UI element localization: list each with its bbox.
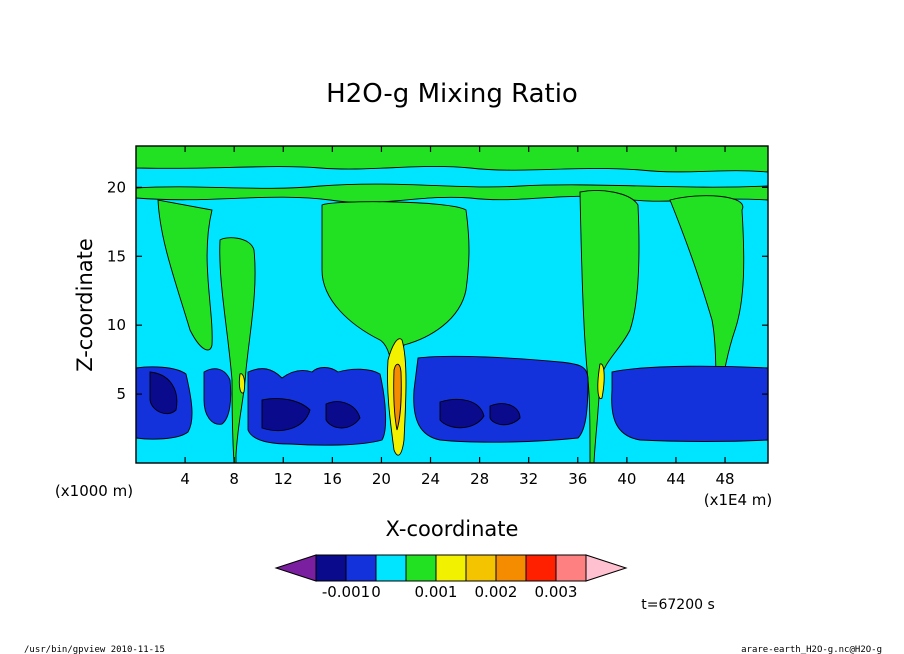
footer-left: /usr/bin/gpview 2010-11-15 [24,645,165,654]
y-axis-ticks: 5 10 15 20 [107,178,768,403]
x-axis-label: X-coordinate [386,517,519,541]
colorbar: -0.001 0 0.001 0.002 0.003 [274,554,628,601]
x-tick-label: 40 [617,470,636,488]
field-dry-core-5 [489,403,521,426]
colorbar-swatch [405,554,437,582]
field-plume-3 [321,201,470,381]
field-plume-1 [157,199,213,351]
x-unit-right: (x1E4 m) [704,491,773,509]
x-tick-label: 12 [274,470,293,488]
field-moist-spot-2 [597,363,605,400]
field-convection-core [393,363,402,431]
x-tick-label: 20 [372,470,391,488]
x-tick-label: 28 [470,470,489,488]
field-dry-core-3 [325,401,361,429]
field-dry-region-2 [203,368,232,425]
x-tick-label: 24 [421,470,440,488]
field-dry-region-4 [413,355,589,443]
y-axis-label: Z-coordinate [73,238,97,372]
y-tick-label: 10 [107,316,126,334]
colorbar-under-arrow [274,554,317,582]
x-unit-left: (x1000 m) [55,482,133,500]
plot-area [136,146,768,463]
plot-frame [135,145,769,464]
field-dry-core-4 [439,398,485,429]
colorbar-label: -0.001 [322,583,370,601]
colorbar-swatch [315,554,347,582]
field-plume-2 [219,237,256,463]
time-label: t=67200 s [641,597,715,613]
chart-title: H2O-g Mixing Ratio [326,79,578,109]
footer-right: arare-earth_H2O-g.nc@H2O-g [741,645,882,654]
x-tick-label: 36 [568,470,587,488]
field-dry-region-5 [611,365,768,442]
colorbar-swatch [495,554,527,582]
field-moist-spot-1 [238,373,246,394]
colorbar-swatch [435,554,467,582]
y-tick-label: 5 [116,385,126,403]
y-tick-label: 15 [107,247,126,265]
colorbar-label: 0.003 [535,583,578,601]
field-plume-4 [579,190,640,463]
x-tick-label: 48 [716,470,735,488]
x-tick-label: 16 [323,470,342,488]
colorbar-label: 0 [371,583,381,601]
x-tick-label: 32 [519,470,538,488]
x-axis-ticks: 4 8 12 16 20 24 28 32 36 40 44 48 [180,146,735,488]
colorbar-swatch [555,554,587,582]
x-tick-label: 8 [229,470,239,488]
colorbar-label: 0.002 [475,583,518,601]
field-upper-moist-layer [136,146,768,173]
x-tick-label: 44 [666,470,685,488]
colorbar-swatch [465,554,497,582]
x-tick-label: 4 [180,470,190,488]
field-dry-core-2 [261,398,311,431]
colorbar-swatch [345,554,377,582]
field-dry-core-1 [149,371,178,414]
colorbar-over-arrow [585,554,628,582]
colorbar-swatch [525,554,557,582]
field-plume-5 [669,195,745,401]
colorbar-label: 0.001 [415,583,458,601]
colorbar-swatch [375,554,407,582]
y-tick-label: 20 [107,178,126,196]
